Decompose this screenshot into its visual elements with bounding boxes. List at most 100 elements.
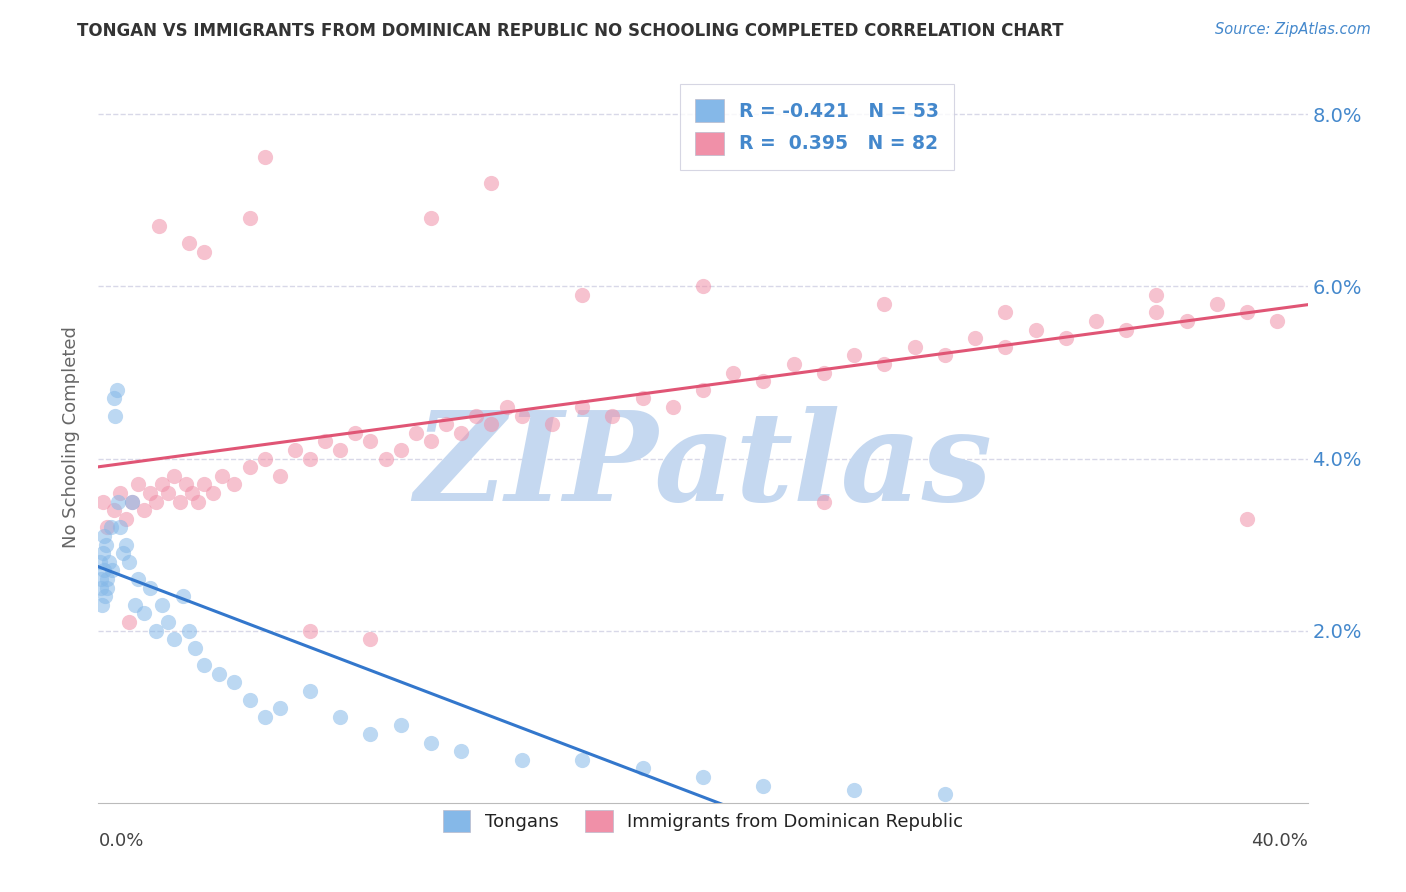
Point [540, 417, 562, 432]
Point [329, 710, 352, 724]
Point [118, 555, 141, 569]
Point [1115, 322, 1137, 336]
Point [91, 598, 114, 612]
Point [571, 288, 593, 302]
Point [127, 572, 149, 586]
Point [104, 409, 127, 423]
Point [1267, 314, 1289, 328]
Text: TONGAN VS IMMIGRANTS FROM DOMINICAN REPUBLIC NO SCHOOLING COMPLETED CORRELATION : TONGAN VS IMMIGRANTS FROM DOMINICAN REPU… [77, 22, 1064, 40]
Point [108, 486, 131, 500]
Point [193, 477, 215, 491]
Point [150, 598, 173, 612]
Point [90, 572, 112, 586]
Point [105, 383, 128, 397]
Point [163, 468, 186, 483]
Point [904, 340, 927, 354]
Point [1175, 314, 1198, 328]
Point [96, 581, 118, 595]
Point [91, 546, 114, 560]
Point [299, 624, 322, 638]
Point [202, 486, 225, 500]
Point [389, 718, 412, 732]
Point [118, 615, 141, 629]
Point [93, 529, 115, 543]
Point [360, 632, 382, 647]
Point [163, 632, 186, 647]
Point [420, 211, 443, 225]
Point [405, 425, 427, 440]
Point [124, 598, 146, 612]
Point [253, 150, 276, 164]
Point [94, 589, 117, 603]
Point [148, 219, 170, 234]
Point [420, 735, 443, 749]
Point [96, 572, 118, 586]
Point [96, 520, 118, 534]
Point [813, 494, 835, 508]
Y-axis label: No Schooling Completed: No Schooling Completed [62, 326, 80, 548]
Point [224, 675, 246, 690]
Point [631, 761, 654, 775]
Point [156, 615, 179, 629]
Point [360, 727, 382, 741]
Point [169, 494, 191, 508]
Point [132, 503, 155, 517]
Point [873, 296, 896, 310]
Point [844, 348, 866, 362]
Point [752, 374, 775, 388]
Point [181, 486, 204, 500]
Point [239, 460, 262, 475]
Point [253, 451, 276, 466]
Point [179, 236, 201, 251]
Point [571, 400, 593, 414]
Point [631, 392, 654, 406]
Point [156, 486, 179, 500]
Point [139, 581, 162, 595]
Point [179, 624, 201, 638]
Point [389, 442, 412, 457]
Point [844, 783, 866, 797]
Legend: Tongans, Immigrants from Dominican Republic: Tongans, Immigrants from Dominican Repub… [430, 797, 976, 845]
Point [1024, 322, 1046, 336]
Point [211, 468, 233, 483]
Text: Source: ZipAtlas.com: Source: ZipAtlas.com [1215, 22, 1371, 37]
Point [481, 176, 503, 190]
Point [253, 710, 276, 724]
Point [994, 340, 1017, 354]
Text: 40.0%: 40.0% [1251, 832, 1308, 850]
Point [174, 477, 197, 491]
Point [692, 383, 714, 397]
Point [108, 520, 131, 534]
Point [90, 581, 112, 595]
Point [994, 305, 1017, 319]
Point [103, 503, 125, 517]
Point [269, 701, 291, 715]
Point [602, 409, 624, 423]
Point [1236, 512, 1258, 526]
Point [299, 451, 322, 466]
Point [239, 692, 262, 706]
Point [121, 494, 143, 508]
Point [299, 684, 322, 698]
Point [107, 494, 129, 508]
Point [661, 400, 683, 414]
Point [208, 666, 231, 681]
Point [934, 787, 956, 801]
Point [93, 564, 115, 578]
Point [139, 486, 162, 500]
Point [98, 555, 121, 569]
Point [465, 409, 488, 423]
Point [145, 624, 167, 638]
Point [193, 658, 215, 673]
Text: ZIPatlas: ZIPatlas [413, 406, 993, 527]
Point [150, 477, 173, 491]
Point [510, 409, 533, 423]
Point [752, 779, 775, 793]
Point [450, 425, 472, 440]
Point [184, 640, 207, 655]
Point [965, 331, 987, 345]
Point [193, 245, 215, 260]
Point [450, 744, 472, 758]
Point [481, 417, 503, 432]
Point [1146, 288, 1168, 302]
